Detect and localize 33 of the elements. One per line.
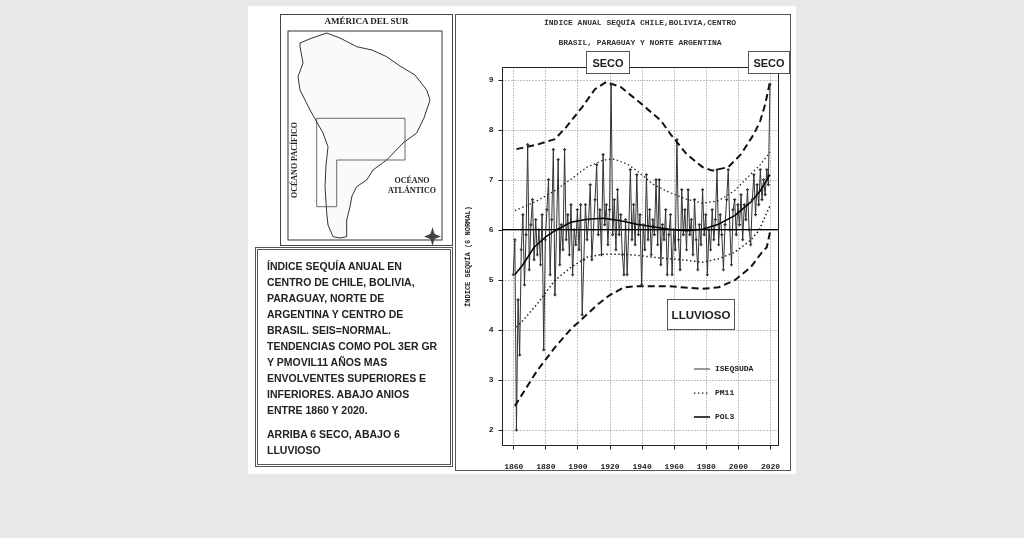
line-series [514, 151, 771, 212]
y-tick-label: 4 [488, 325, 494, 335]
x-tick-label: 1880 [536, 461, 556, 471]
x-tick-label: 1900 [568, 461, 588, 471]
text: AMÉRICA DEL SUR [323, 16, 410, 27]
y-tick-label: 9 [488, 75, 494, 85]
annotation: SECO [586, 51, 630, 74]
x-tick-label: 1980 [696, 461, 717, 471]
legend-label: POL3 [715, 412, 735, 421]
annotation: SECO [748, 51, 790, 74]
y-tick-label: 6 [488, 225, 494, 235]
text: OCÉANO PACÍFICO [290, 121, 300, 198]
y-tick-label: 3 [488, 375, 494, 385]
x-tick-label: 1940 [632, 461, 652, 471]
line-series [515, 204, 771, 329]
x-tick-label: 1860 [504, 461, 524, 471]
y-tick-label: 8 [488, 125, 494, 135]
text: OCÉANO ATLÁNTICO [387, 176, 437, 196]
y-tick-label: 7 [488, 175, 494, 185]
line-series [515, 81, 771, 172]
text: ÍNDICE SEQUÍA ANUAL EN CENTRO DE CHILE, BOLIVIA, PARAGUAY, NORTE DE ARGENTINA Y CENTRO DE BRASIL. SEIS=NORMAL. TENDENCIAS COMO POL 3ER GR Y PMOVIL11 AÑOS MAS ENVOLVENTES SUPERIORES E INFERIORES. ABAJO ANIOS ENTRE 1860 Y 2020. [267, 260, 438, 416]
chart-title: ÍNDICE ANUAL SEQUÍA CHILE,BOLIVIA,CENTRO BRASIL, PARAGUAY Y NORTE ARGENTINA [543, 18, 737, 47]
legend-label: ISEQSUDA [715, 364, 754, 373]
x-tick-label: 1960 [664, 461, 684, 471]
line-series [513, 231, 771, 407]
text: ARRIBA 6 SECO, ABAJO 6 LLUVIOSO [267, 427, 401, 458]
y-tick-label: 5 [488, 275, 494, 285]
annotation: LLUVIOSO [667, 299, 735, 330]
legend-label: PM11 [715, 388, 735, 397]
x-tick-label: 2020 [760, 461, 781, 471]
x-tick-label: 1920 [600, 461, 620, 471]
x-tick-label: 2000 [728, 461, 749, 471]
y-tick-label: 2 [488, 425, 494, 435]
